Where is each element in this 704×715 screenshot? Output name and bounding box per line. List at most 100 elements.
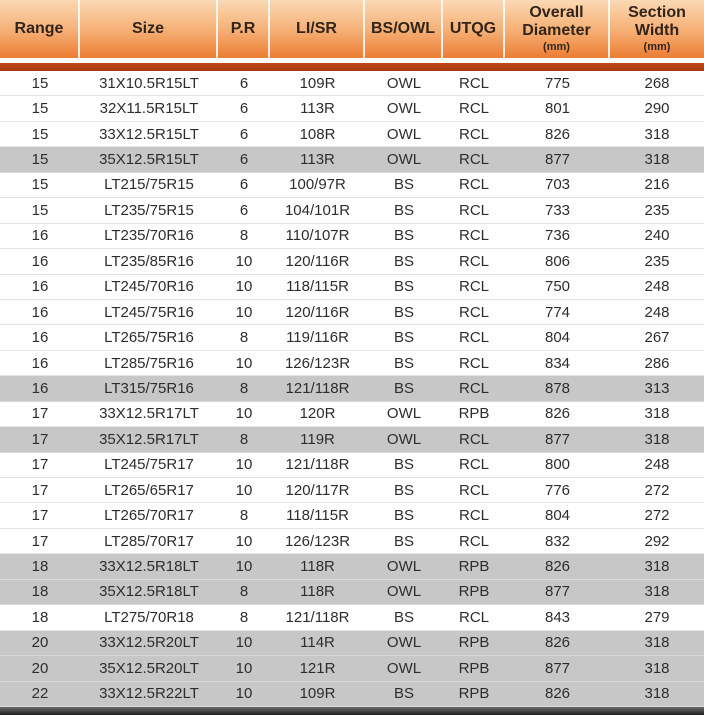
cell-pr: 6 bbox=[239, 201, 249, 219]
cell-lisr: 100/97R bbox=[289, 176, 346, 194]
cell-range: 18 bbox=[31, 583, 49, 601]
cell-bsowl: OWL bbox=[386, 634, 422, 652]
cell-lisr: 108R bbox=[299, 125, 336, 143]
cell-size: 35X12.5R17LT bbox=[99, 430, 199, 448]
cell-range: 17 bbox=[31, 456, 49, 474]
cell-utqg: RCL bbox=[458, 354, 489, 372]
cell-overall-diameter: 826 bbox=[544, 634, 571, 652]
cell-lisr: 118/115R bbox=[286, 507, 349, 525]
cell-overall-diameter: 826 bbox=[544, 685, 571, 703]
cell-utqg: RCL bbox=[458, 507, 489, 525]
cell-overall-diameter: 826 bbox=[544, 405, 571, 423]
cell-range: 15 bbox=[31, 100, 49, 118]
table-row: 17 LT265/65R17 10 120/117R BS RCL 776 272 bbox=[0, 478, 704, 504]
cell-lisr: 120/116R bbox=[285, 303, 350, 321]
cell-pr: 10 bbox=[235, 278, 253, 296]
cell-utqg: RCL bbox=[458, 608, 489, 626]
cell-overall-diameter: 843 bbox=[544, 608, 571, 626]
cell-pr: 10 bbox=[235, 532, 253, 550]
column-header-range: Range bbox=[0, 0, 80, 58]
cell-bsowl: OWL bbox=[386, 405, 422, 423]
cell-range: 15 bbox=[31, 176, 49, 194]
cell-section-width: 248 bbox=[644, 303, 670, 321]
cell-range: 16 bbox=[31, 227, 49, 245]
cell-utqg: RCL bbox=[458, 201, 489, 219]
cell-section-width: 248 bbox=[644, 278, 670, 296]
column-unit: (mm) bbox=[543, 41, 570, 54]
cell-size: 33X12.5R18LT bbox=[99, 558, 199, 576]
cell-utqg: RCL bbox=[458, 379, 489, 397]
header-accent-bar bbox=[0, 63, 704, 71]
cell-section-width: 318 bbox=[644, 558, 670, 576]
cell-size: LT215/75R15 bbox=[104, 176, 194, 194]
cell-utqg: RPB bbox=[458, 685, 490, 703]
column-label: P.R bbox=[230, 20, 256, 38]
cell-pr: 10 bbox=[235, 456, 253, 474]
cell-range: 15 bbox=[31, 201, 49, 219]
cell-lisr: 119R bbox=[300, 430, 335, 448]
cell-bsowl: OWL bbox=[386, 125, 422, 143]
cell-overall-diameter: 877 bbox=[544, 583, 571, 601]
cell-overall-diameter: 776 bbox=[544, 481, 571, 499]
cell-size: 33X12.5R17LT bbox=[99, 405, 199, 423]
cell-size: 33X12.5R22LT bbox=[99, 685, 199, 703]
column-label: Overall Diameter bbox=[522, 4, 591, 40]
table-row: 16 LT285/75R16 10 126/123R BS RCL 834 286 bbox=[0, 350, 704, 377]
cell-overall-diameter: 878 bbox=[544, 379, 571, 397]
table-row: 15 LT215/75R15 6 100/97R BS RCL 703 216 bbox=[0, 172, 704, 199]
cell-size: LT275/70R18 bbox=[104, 608, 194, 626]
cell-overall-diameter: 703 bbox=[544, 176, 571, 194]
cell-section-width: 318 bbox=[644, 430, 670, 448]
cell-lisr: 121R bbox=[299, 659, 336, 677]
cell-section-width: 267 bbox=[644, 329, 670, 347]
cell-lisr: 109R bbox=[299, 685, 336, 703]
cell-range: 17 bbox=[31, 507, 49, 525]
cell-pr: 6 bbox=[239, 176, 249, 194]
cell-bsowl: BS bbox=[393, 303, 414, 321]
column-label: LI/SR bbox=[296, 20, 337, 38]
column-header-lisr: LI/SR bbox=[270, 0, 365, 58]
cell-lisr: 120/116R bbox=[285, 252, 350, 270]
cell-overall-diameter: 800 bbox=[544, 456, 571, 474]
table-row: 15 32X11.5R15LT 6 113R OWL RCL 801 290 bbox=[0, 96, 704, 122]
cell-range: 20 bbox=[31, 634, 49, 652]
cell-pr: 6 bbox=[239, 74, 249, 92]
cell-size: LT235/85R16 bbox=[104, 252, 194, 270]
cell-pr: 10 bbox=[235, 634, 253, 652]
table-row: 15 31X10.5R15LT 6 109R OWL RCL 775 268 bbox=[0, 71, 704, 97]
cell-overall-diameter: 804 bbox=[544, 507, 571, 525]
cell-bsowl: OWL bbox=[386, 151, 422, 169]
cell-overall-diameter: 826 bbox=[544, 558, 571, 576]
cell-utqg: RCL bbox=[458, 125, 489, 143]
cell-range: 15 bbox=[31, 125, 49, 143]
cell-overall-diameter: 877 bbox=[544, 430, 571, 448]
cell-range: 16 bbox=[31, 252, 49, 270]
column-header-pr: P.R bbox=[218, 0, 270, 58]
cell-lisr: 126/123R bbox=[284, 354, 351, 372]
cell-range: 16 bbox=[31, 379, 49, 397]
cell-utqg: RCL bbox=[458, 227, 489, 245]
cell-overall-diameter: 733 bbox=[544, 201, 571, 219]
cell-overall-diameter: 804 bbox=[544, 329, 571, 347]
cell-section-width: 216 bbox=[644, 176, 670, 194]
cell-overall-diameter: 750 bbox=[544, 278, 571, 296]
column-label: BS/OWL bbox=[371, 20, 435, 38]
cell-size: 32X11.5R15LT bbox=[99, 100, 199, 118]
cell-overall-diameter: 877 bbox=[544, 659, 571, 677]
cell-overall-diameter: 826 bbox=[544, 125, 571, 143]
table-row: 15 35X12.5R15LT 6 113R OWL RCL 877 318 bbox=[0, 147, 704, 173]
cell-section-width: 318 bbox=[644, 405, 670, 423]
table-row: 18 LT275/70R18 8 121/118R BS RCL 843 279 bbox=[0, 605, 704, 631]
cell-lisr: 121/118R bbox=[285, 379, 350, 397]
table-row: 17 LT245/75R17 10 121/118R BS RCL 800 248 bbox=[0, 452, 704, 478]
cell-range: 22 bbox=[31, 685, 49, 703]
cell-section-width: 286 bbox=[644, 354, 670, 372]
cell-bsowl: BS bbox=[393, 456, 414, 474]
table-row: 16 LT315/75R16 8 121/118R BS RCL 878 313 bbox=[0, 376, 704, 402]
cell-pr: 8 bbox=[239, 608, 249, 626]
cell-utqg: RPB bbox=[458, 634, 490, 652]
cell-pr: 10 bbox=[235, 659, 253, 677]
column-unit: (mm) bbox=[643, 41, 671, 54]
cell-bsowl: BS bbox=[393, 278, 414, 296]
footer-bar bbox=[0, 707, 704, 715]
